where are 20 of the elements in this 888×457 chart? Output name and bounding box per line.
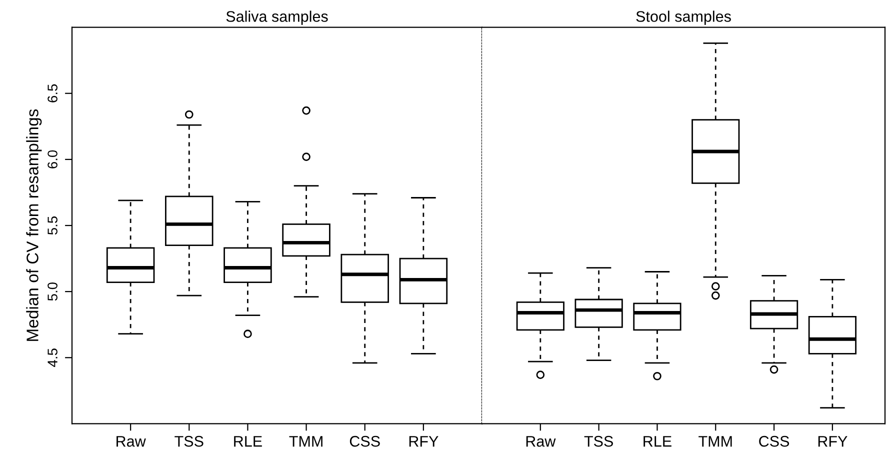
x-tick-label: RFY [818, 436, 848, 447]
y-axis-title: Median of CV from resamplings [26, 109, 42, 341]
chart-title: Stool samples [636, 10, 731, 25]
x-tick-label: TSS [174, 436, 204, 447]
y-tick-label: 4.5 [48, 348, 58, 367]
y-tick-label: 6.0 [48, 150, 58, 168]
x-tick-label: CSS [759, 436, 790, 447]
x-tick-label: RLE [644, 436, 672, 447]
x-tick-label: TMM [289, 436, 322, 447]
y-tick-label: 5.5 [48, 216, 58, 235]
y-tick-label: 5.0 [48, 282, 58, 301]
x-tick-label: CSS [350, 436, 380, 447]
x-tick-label: Raw [116, 436, 146, 447]
y-tick-label: 6.5 [48, 84, 58, 102]
x-tick-label: RFY [409, 436, 438, 447]
x-tick-label: Raw [526, 436, 556, 447]
chart-title: Saliva samples [226, 10, 328, 25]
x-tick-label: RLE [234, 436, 262, 447]
x-tick-label: TMM [698, 436, 732, 447]
x-tick-label: TSS [584, 436, 613, 447]
